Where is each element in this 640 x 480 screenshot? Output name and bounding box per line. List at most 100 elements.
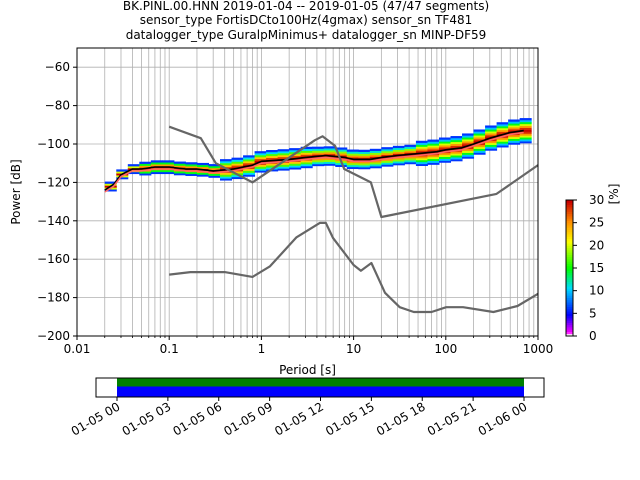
- histogram-cell: [346, 151, 359, 154]
- histogram-cell: [335, 157, 348, 160]
- histogram-cell: [519, 118, 532, 121]
- histogram-cell: [254, 166, 267, 169]
- colorbar-step: [566, 227, 573, 230]
- histogram-cell: [473, 131, 486, 134]
- histogram-cell: [369, 148, 382, 152]
- x-axis-label: Period [s]: [279, 363, 336, 377]
- histogram-cell: [381, 164, 394, 167]
- histogram-cell: [196, 164, 209, 168]
- histogram-cell: [231, 159, 244, 162]
- histogram-cell: [519, 133, 532, 136]
- colorbar-step: [566, 333, 573, 337]
- histogram-cell: [404, 162, 417, 165]
- histogram-cell: [519, 131, 532, 134]
- series-line-mean: [104, 129, 524, 191]
- histogram-cell: [300, 164, 313, 167]
- colorbar-step: [566, 218, 573, 221]
- histogram-cell: [404, 146, 417, 149]
- histogram-cell: [450, 143, 463, 146]
- colorbar-step: [566, 331, 573, 335]
- histogram-cell: [254, 151, 267, 154]
- timeline-tick-label: 01-05 03: [120, 399, 174, 438]
- histogram-cell: [381, 162, 394, 165]
- colorbar-step: [566, 292, 573, 296]
- colorbar-step: [566, 252, 573, 255]
- histogram-cell: [508, 129, 521, 132]
- histogram-cell: [277, 162, 290, 165]
- histogram-cell: [335, 153, 348, 156]
- colorbar-label: [%]: [607, 184, 621, 205]
- histogram-cell: [450, 139, 463, 143]
- y-axis-label: Power [dB]: [9, 159, 23, 224]
- histogram-cell: [392, 161, 405, 164]
- colorbar-step: [566, 256, 573, 260]
- histogram-cell: [254, 168, 267, 171]
- colorbar-step: [566, 295, 573, 298]
- colorbar-step: [566, 249, 573, 253]
- x-axis: 0.01 0.1 1 10 100 1000: [64, 336, 553, 356]
- histogram-cell: [450, 157, 463, 160]
- histogram-cell: [323, 153, 336, 157]
- histogram-cell: [404, 148, 417, 151]
- histogram-cell: [266, 163, 279, 166]
- histogram-cell: [485, 131, 498, 134]
- histogram-cell: [300, 162, 313, 165]
- histogram-cell: [450, 145, 463, 148]
- histogram-cell: [496, 141, 509, 144]
- histogram-cell: [300, 152, 313, 155]
- histogram-cell: [438, 137, 452, 140]
- histogram-cell: [300, 146, 313, 150]
- histogram-cell: [392, 163, 405, 166]
- histogram-cell: [462, 148, 475, 152]
- histogram-cell: [266, 165, 279, 168]
- histogram-cell: [438, 147, 452, 150]
- histogram-cell: [508, 121, 521, 124]
- histogram-cell: [346, 161, 359, 164]
- histogram-cell: [162, 171, 175, 175]
- histogram-cell: [127, 171, 140, 175]
- histogram-cell: [415, 146, 428, 149]
- histogram-cell: [438, 143, 452, 146]
- chart-title: BK.PINL.00.HNN 2019-01-04 -- 2019-01-05 …: [123, 0, 489, 42]
- y-tick-label: −100: [37, 137, 70, 151]
- histogram-cell: [369, 162, 382, 165]
- histogram-cell: [231, 157, 244, 160]
- histogram-cell: [415, 163, 428, 167]
- histogram-cell: [358, 153, 371, 156]
- histogram-cell: [277, 154, 290, 158]
- histogram-cell: [462, 141, 475, 144]
- histogram-cell: [208, 167, 221, 171]
- colorbar-step: [566, 297, 573, 301]
- histogram-cell: [485, 140, 498, 144]
- histogram-cell: [323, 148, 336, 151]
- histogram-cell: [243, 155, 256, 158]
- histogram-cell: [173, 165, 186, 168]
- grid: [76, 48, 539, 337]
- histogram-cell: [150, 162, 163, 165]
- histogram-cell: [508, 134, 521, 138]
- histogram-cell: [450, 153, 463, 156]
- colorbar-tick-label: 15: [589, 261, 604, 275]
- colorbar-step: [566, 261, 573, 264]
- colorbar-step: [566, 299, 573, 303]
- histogram-cell: [323, 150, 336, 153]
- histogram-cell: [473, 152, 486, 155]
- histogram-cell: [185, 166, 198, 169]
- x-tick-label: 100: [434, 342, 457, 356]
- colorbar-step: [566, 222, 573, 226]
- histogram-cell: [438, 154, 452, 158]
- colorbar-step: [566, 234, 573, 237]
- histogram-cell: [508, 125, 521, 128]
- y-tick-label: −180: [37, 291, 70, 305]
- histogram-cell: [346, 155, 359, 158]
- histogram-cell: [139, 161, 152, 164]
- colorbar-step: [566, 268, 573, 271]
- histogram-cell: [173, 171, 186, 174]
- histogram-cell: [404, 160, 417, 163]
- histogram-cell: [519, 129, 532, 132]
- colorbar-step: [566, 220, 573, 224]
- histogram-cell: [438, 160, 452, 163]
- histogram-cell: [462, 156, 475, 159]
- histogram-cell: [438, 141, 452, 144]
